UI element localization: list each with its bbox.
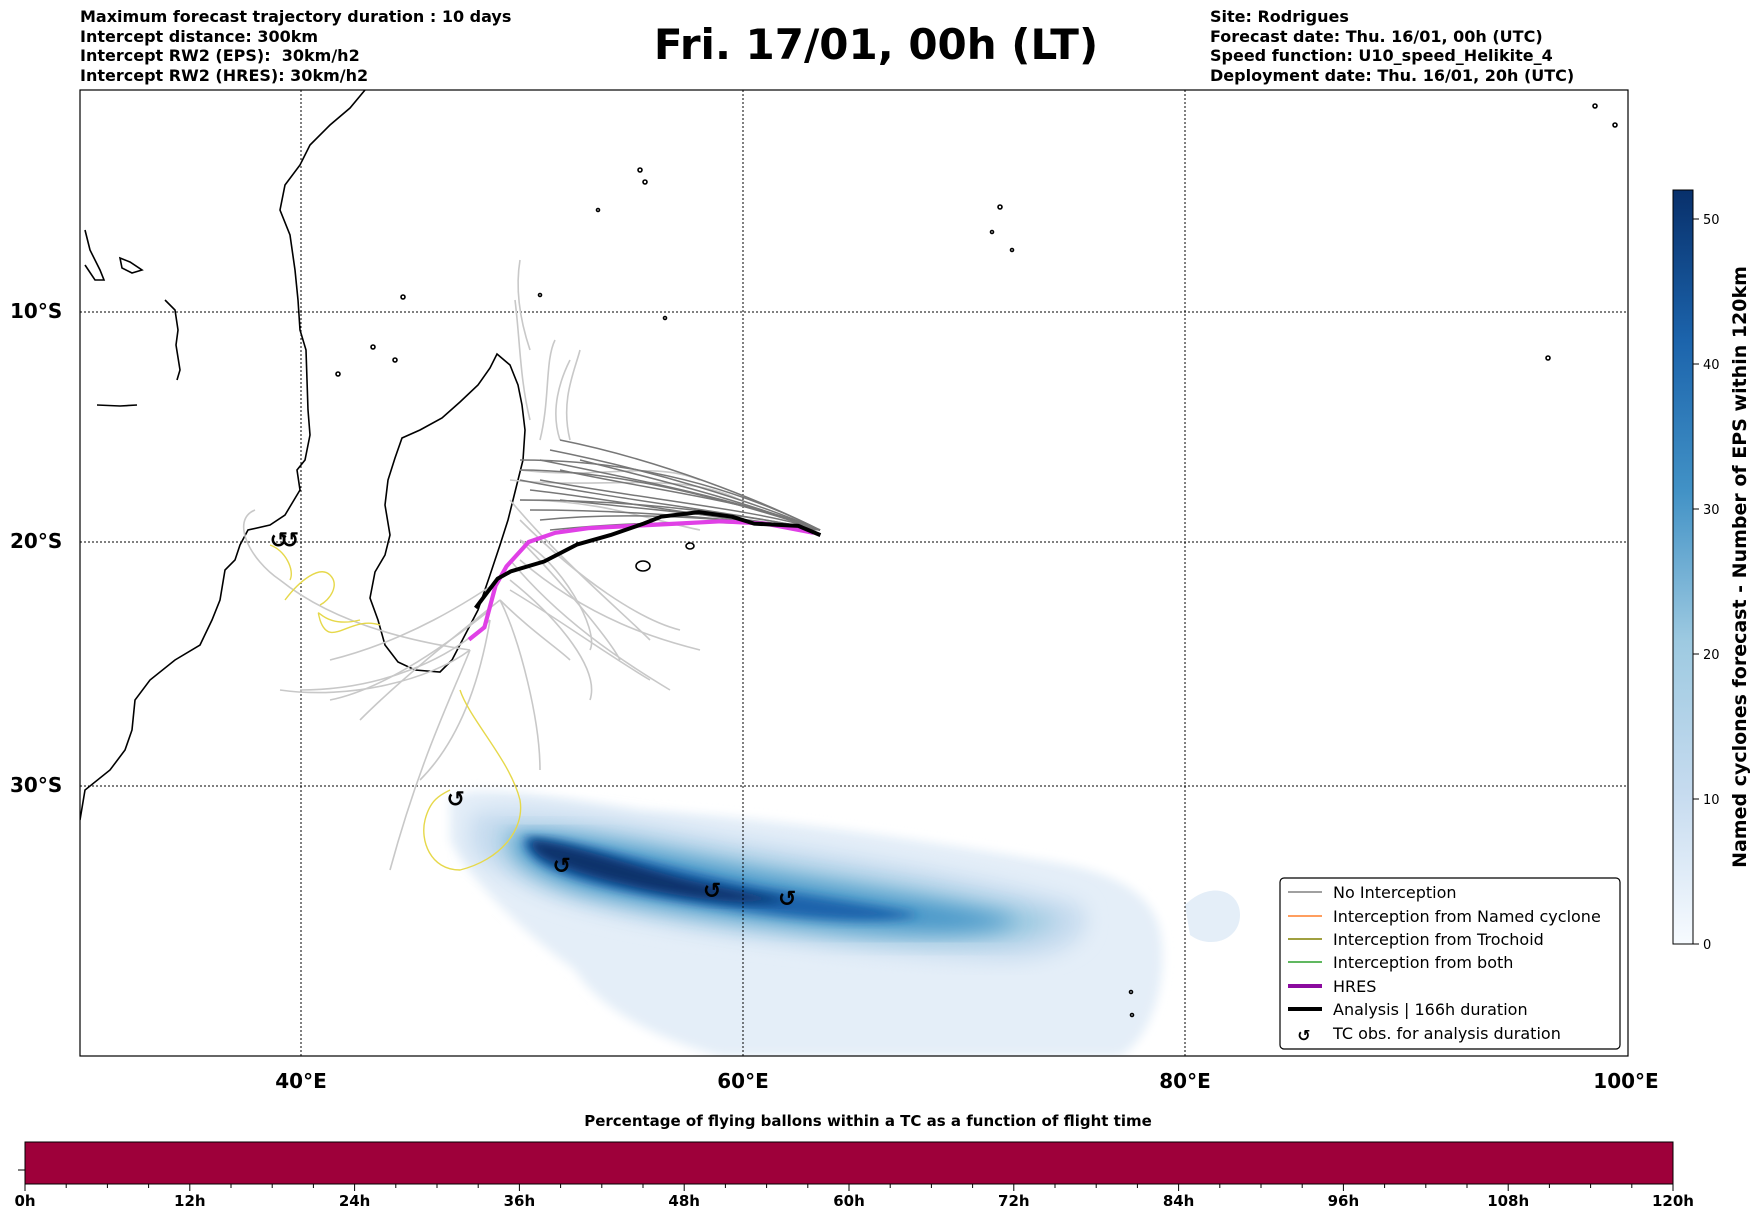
eps-trajectories-no-interception: [243, 259, 741, 871]
cyclone-density-field: [450, 790, 1240, 1056]
lon-label: 40°E: [275, 1069, 327, 1093]
lat-label: 10°S: [10, 299, 62, 323]
analysis-track-line: [474, 510, 822, 610]
colorbar-ticks: 0 10 20 30 40 50: [1693, 213, 1720, 953]
header-line: Site: Rodrigues: [1210, 7, 1349, 26]
legend-label: Interception from both: [1333, 953, 1513, 972]
bottom-tick-label: 24h: [339, 1192, 371, 1210]
hres-track-line: [467, 519, 815, 642]
header-line: Intercept RW2 (EPS): 30km/h2: [80, 46, 360, 65]
colorbar-tick-label: 20: [1703, 648, 1720, 663]
cyclone-icon: ↺: [270, 529, 288, 554]
lon-label: 100°E: [1593, 1069, 1658, 1093]
legend-label: Analysis | 166h duration: [1333, 1000, 1528, 1019]
colorbar-tick-label: 50: [1703, 213, 1720, 228]
bottom-colorbar-ticks: 0h 12h 24h 36h 48h 60h 72h 84h 96h 108h 120h: [14, 1184, 1694, 1210]
legend-label: HRES: [1333, 977, 1376, 996]
map-border: [79, 89, 1629, 1057]
colorbar-gradient: [1672, 189, 1694, 945]
header-line: Deployment date: Thu. 16/01, 20h (UTC): [1210, 65, 1575, 85]
cyclone-icon: ↺: [446, 787, 464, 812]
cyclone-icon: ↺: [778, 887, 796, 912]
header-left-info: Maximum forecast trajectory duration : 1…: [80, 7, 511, 85]
bottom-tick-label: 60h: [833, 1192, 865, 1210]
legend-label: Interception from Named cyclone: [1333, 907, 1601, 926]
bottom-colorbar-title: Percentage of flying ballons within a TC…: [584, 1112, 1152, 1130]
bottom-tick-label: 72h: [998, 1192, 1030, 1210]
bottom-tick-label: 108h: [1487, 1192, 1529, 1210]
map-legend: No Interception Interception from Named …: [1279, 877, 1621, 1050]
colorbar-tick-label: 40: [1703, 358, 1720, 373]
bottom-tick-label: 84h: [1163, 1192, 1195, 1210]
colorbar-tick-label: 30: [1703, 503, 1720, 518]
lat-label: 20°S: [10, 529, 62, 553]
cyclone-icon: ↺: [281, 529, 299, 554]
legend-label: Interception from Trochoid: [1333, 930, 1544, 949]
lat-label: 30°S: [10, 773, 62, 797]
colorbar-tick-label: 0: [1703, 938, 1711, 953]
legend-box: [1279, 877, 1621, 1050]
bottom-tick-label: 48h: [668, 1192, 700, 1210]
lon-label: 80°E: [1159, 1069, 1211, 1093]
tc-tracks: [269, 544, 522, 871]
bottom-tick-label: 96h: [1328, 1192, 1360, 1210]
lon-label: 60°E: [717, 1069, 769, 1093]
legend-label: No Interception: [1333, 883, 1457, 902]
cyclone-icon: ↺: [1297, 1026, 1310, 1045]
coastlines: [80, 90, 1618, 1018]
bottom-tick-label: 120h: [1652, 1192, 1694, 1210]
page-title: Fri. 17/01, 00h (LT): [653, 20, 1099, 69]
cyclone-icon: ↺: [703, 879, 721, 904]
header-line: Speed function: U10_speed_Helikite_4: [1210, 46, 1553, 65]
header-right-info: Site: Rodrigues Forecast date: Thu. 16/0…: [1210, 7, 1574, 85]
header-line: Maximum forecast trajectory duration : 1…: [80, 7, 512, 26]
colorbar-right: 0 10 20 30 40 50 Named cyclones forecast - Nu…: [1672, 189, 1751, 953]
lat-axis-labels: 10°S 20°S 30°S: [10, 299, 62, 797]
header-line: Intercept RW2 (HRES): 30km/h2: [80, 65, 369, 85]
lon-axis-labels: 40°E 60°E 80°E 100°E: [275, 1069, 1658, 1093]
cyclone-icon: ↺: [553, 854, 571, 879]
tc-obs-markers: ↺↺↺↺↺ ↺: [270, 529, 797, 912]
header-line: Intercept distance: 300km: [80, 26, 319, 46]
bottom-colorbar-fill: [24, 1141, 1674, 1185]
bottom-tick-label: 12h: [174, 1192, 206, 1210]
colorbar-tick-label: 10: [1703, 793, 1720, 808]
bottom-tick-label: 0h: [14, 1192, 35, 1210]
header-line: Forecast date: Thu. 16/01, 00h (UTC): [1210, 26, 1543, 46]
legend-label: TC obs. for analysis duration: [1332, 1024, 1561, 1043]
colorbar-bottom: Percentage of flying ballons within a TC…: [14, 1112, 1694, 1210]
colorbar-label: Named cyclones forecast - Number of EPS …: [1729, 266, 1751, 868]
bottom-tick-label: 36h: [504, 1192, 536, 1210]
map-gridlines: [80, 90, 1628, 1056]
